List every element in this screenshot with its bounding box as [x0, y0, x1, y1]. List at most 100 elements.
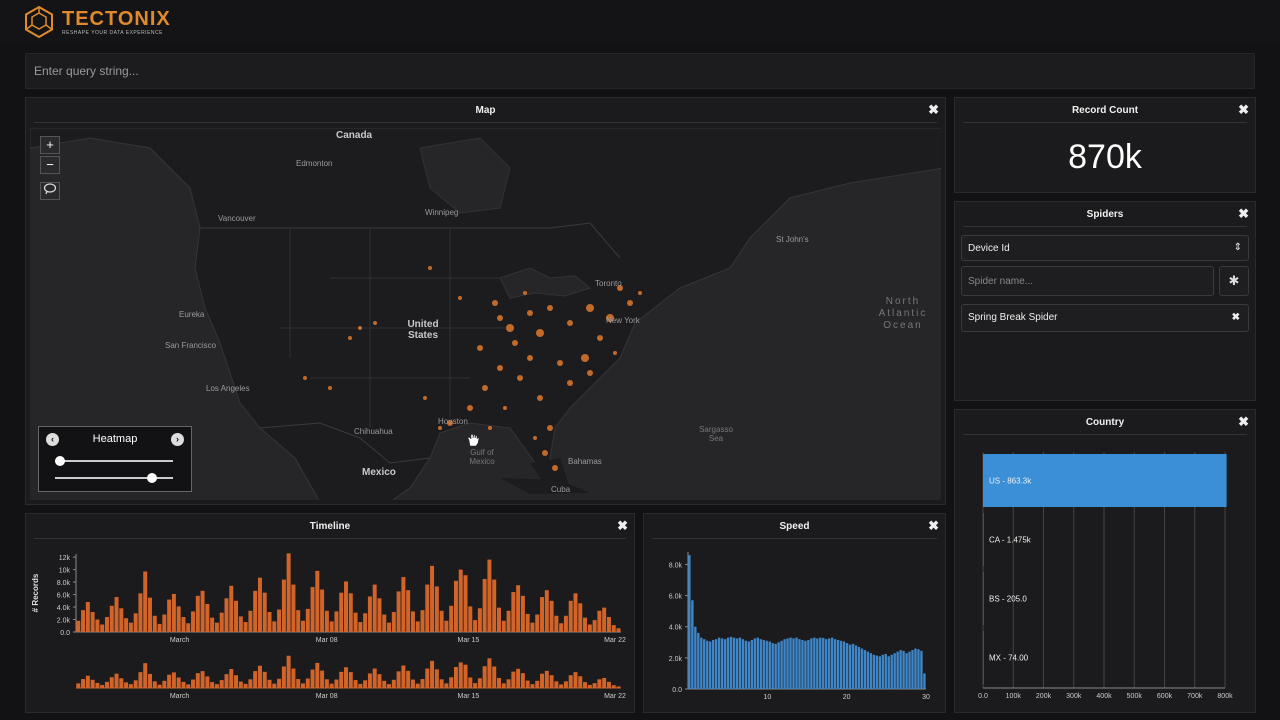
overview-bar: [339, 671, 344, 688]
speed-bar: [807, 639, 810, 689]
query-input[interactable]: Enter query string...: [25, 53, 1255, 89]
speed-bar: [717, 637, 721, 689]
timeline-bar: [152, 615, 157, 632]
speed-bar: [878, 656, 881, 689]
timeline-bar: [583, 617, 588, 632]
y-tick-label: 6.0k: [669, 594, 683, 601]
speed-bar: [890, 654, 893, 689]
timeline-bar: [195, 595, 200, 632]
timeline-bar: [530, 622, 535, 632]
speed-bar: [774, 643, 777, 689]
map-label-canada: Canada: [336, 130, 373, 141]
overview-bar: [516, 668, 521, 688]
timeline-bar: [420, 610, 425, 632]
heatmap-slider-2[interactable]: [55, 473, 173, 483]
timeline-bar: [234, 600, 239, 632]
x-tick-label: 600k: [1157, 693, 1173, 700]
timeline-bar: [176, 606, 181, 632]
overview-bar: [492, 666, 497, 688]
spiders-close-button[interactable]: ✖: [1238, 206, 1249, 221]
country-bar-label: US - 863.3k: [989, 477, 1032, 486]
timeline-close-button[interactable]: ✖: [617, 518, 628, 533]
speed-bar: [854, 645, 858, 689]
overview-bar: [334, 679, 339, 688]
slider-knob[interactable]: [55, 456, 65, 466]
timeline-bar: [119, 608, 124, 632]
timeline-bar: [109, 605, 114, 632]
timeline-bar: [367, 596, 372, 632]
speed-bar: [908, 651, 911, 689]
overview-bar: [497, 678, 501, 688]
overview-bar: [430, 660, 435, 688]
logo[interactable]: TECTONIX RESHAPE YOUR DATA EXPERIENCE: [22, 4, 171, 40]
timeline-bar: [205, 603, 210, 632]
heatmap-slider-1[interactable]: [55, 456, 173, 466]
heatmap-next-button[interactable]: ›: [171, 433, 184, 446]
map-close-button[interactable]: ✖: [928, 102, 939, 117]
overview-bar: [186, 684, 191, 688]
timeline-bar: [143, 571, 148, 632]
select-arrow-icon: ⇕: [1233, 242, 1242, 253]
spider-list-item[interactable]: Spring Break Spider ✖: [961, 304, 1249, 332]
timeline-bar: [224, 598, 229, 632]
timeline-bar: [520, 595, 525, 632]
spider-name-input[interactable]: Spider name...: [961, 266, 1214, 296]
speed-bar: [694, 626, 697, 689]
timeline-bar: [148, 597, 152, 632]
speed-bar: [714, 639, 718, 689]
overview-bar: [382, 680, 387, 688]
country-close-button[interactable]: ✖: [1238, 414, 1249, 429]
speed-chart[interactable]: 0.0 2.0k 4.0k 6.0k 8.0k 10 20 30: [644, 544, 945, 712]
map-label-toronto: Toronto: [595, 279, 622, 288]
country-chart[interactable]: 0.0 100k 200k 300k 400k 500k 600k 700k 800k US - …: [955, 440, 1255, 710]
timeline-bar: [186, 623, 191, 632]
overview-bar: [76, 683, 81, 688]
timeline-bar: [473, 620, 478, 632]
speed-bar: [869, 653, 873, 689]
y-tick-label: 4.0k: [57, 605, 71, 612]
timeline-bar: [95, 619, 100, 632]
lasso-icon[interactable]: [40, 182, 60, 200]
overview-bar: [320, 670, 325, 688]
timeline-bar: [291, 584, 296, 632]
timeline-bar: [320, 589, 325, 632]
map-canvas[interactable]: Canada Edmonton Vancouver Winnipeg St Jo…: [30, 128, 941, 500]
spider-remove-button[interactable]: ✖: [1231, 312, 1240, 323]
map-label-cuba: Cuba: [551, 485, 571, 494]
timeline-bar: [157, 623, 162, 632]
country-panel: Country ✖ 0.0 100k 200k 300k 400k 500k 600k 700…: [954, 409, 1256, 713]
bug-icon[interactable]: ✱: [1219, 266, 1249, 296]
timeline-bar: [497, 607, 501, 632]
speed-bar: [720, 638, 724, 689]
timeline-bar: [592, 620, 597, 632]
timeline-bar: [606, 617, 611, 632]
timeline-chart[interactable]: # Records 0.0 2.0k 4.0k 6.0k 8.0k 10k 12k March M…: [26, 544, 634, 712]
x-tick-label: 10: [763, 694, 771, 701]
timeline-bar: [506, 610, 511, 632]
speed-bar: [726, 637, 730, 689]
overview-bar: [554, 681, 559, 688]
speed-bar: [860, 648, 864, 689]
speed-panel: Speed ✖ 0.0 2.0k 4.0k 6.0k 8.0k 10 20 30: [643, 513, 946, 713]
spider-field-select[interactable]: Device Id ⇕: [961, 235, 1249, 261]
overview-bar: [277, 678, 282, 688]
timeline-bar: [229, 585, 234, 632]
heatmap-prev-button[interactable]: ‹: [46, 433, 59, 446]
speed-bar: [822, 637, 825, 689]
overview-bar: [210, 682, 215, 688]
overview-bar: [171, 672, 176, 688]
timeline-bar: [124, 618, 129, 632]
timeline-bar: [171, 593, 176, 632]
record-count-panel: Record Count ✖ 870k: [954, 97, 1256, 193]
record-count-close-button[interactable]: ✖: [1238, 102, 1249, 117]
zoom-in-button[interactable]: +: [40, 136, 60, 154]
map-label-winnipeg: Winnipeg: [425, 208, 459, 217]
timeline-bar: [525, 613, 530, 632]
slider-knob[interactable]: [146, 473, 157, 483]
speed-close-button[interactable]: ✖: [928, 518, 939, 533]
zoom-out-button[interactable]: −: [40, 156, 60, 174]
timeline-bar: [458, 569, 463, 632]
overview-bar: [535, 680, 540, 688]
speed-bar: [839, 640, 843, 689]
overview-bar: [305, 678, 310, 688]
